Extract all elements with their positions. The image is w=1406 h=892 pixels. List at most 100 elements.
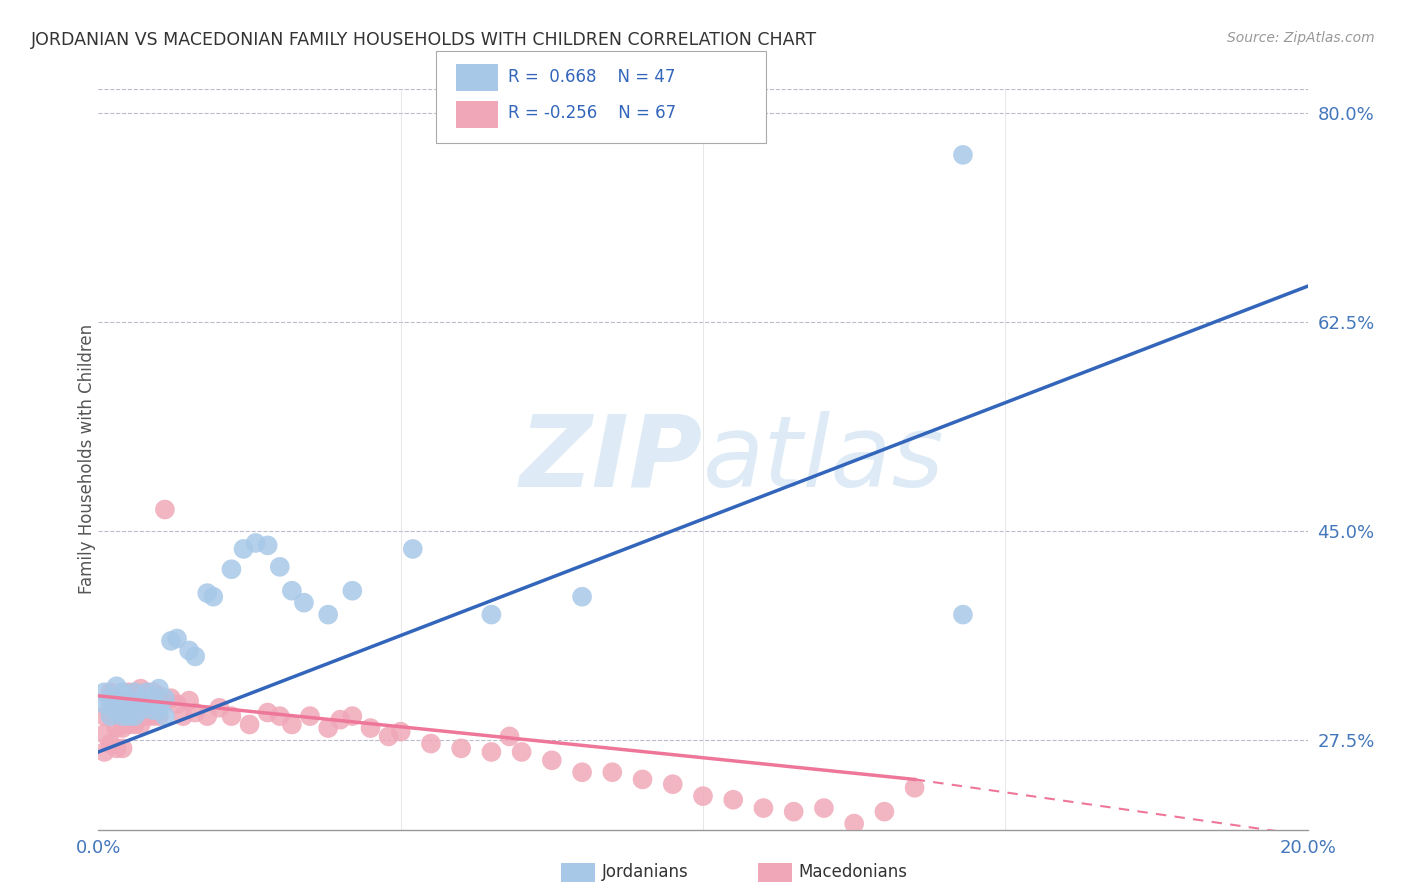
Point (142, 709, 165, 723)
Point (481, 745, 503, 759)
Point (232, 541, 254, 556)
Point (329, 713, 352, 727)
Point (153, 709, 176, 723)
Point (952, 607, 974, 622)
Point (498, 730, 520, 744)
Point (111, 721, 134, 735)
Point (179, 693, 201, 707)
Point (148, 681, 170, 696)
Point (202, 590, 225, 604)
Point (93, 727, 115, 741)
Point (153, 691, 176, 706)
Point (813, 801, 835, 815)
Point (184, 649, 207, 664)
Point (602, 765, 624, 780)
Point (118, 685, 141, 699)
Point (105, 691, 128, 706)
Point (571, 765, 593, 780)
Point (904, 780, 927, 795)
Point (844, 816, 866, 830)
Point (342, 583, 364, 598)
Text: R = -0.256    N = 67: R = -0.256 N = 67 (508, 104, 676, 122)
Point (118, 693, 141, 707)
Point (148, 703, 170, 717)
Point (135, 697, 157, 711)
Point (179, 643, 201, 657)
Point (100, 685, 122, 699)
Point (111, 709, 134, 723)
Point (316, 721, 339, 735)
Text: ZIP: ZIP (520, 411, 703, 508)
Point (142, 689, 165, 703)
Point (129, 703, 152, 717)
Text: JORDANIAN VS MACEDONIAN FAMILY HOUSEHOLDS WITH CHILDREN CORRELATION CHART: JORDANIAN VS MACEDONIAN FAMILY HOUSEHOLD… (31, 31, 817, 49)
Point (111, 691, 134, 706)
Point (93, 745, 115, 759)
Point (952, 148, 974, 162)
Point (377, 730, 399, 744)
Point (124, 697, 146, 711)
Text: Macedonians: Macedonians (799, 863, 908, 881)
Point (105, 679, 128, 693)
Point (148, 709, 170, 723)
Point (292, 596, 315, 610)
Point (360, 721, 382, 735)
Point (723, 793, 745, 807)
Point (316, 607, 339, 622)
Point (420, 737, 443, 751)
Point (100, 709, 122, 723)
Point (111, 706, 134, 720)
Point (142, 685, 165, 699)
Point (142, 703, 165, 717)
Point (93, 685, 115, 699)
Text: Jordanians: Jordanians (602, 863, 689, 881)
Point (93, 709, 115, 723)
Point (389, 724, 412, 739)
Point (692, 789, 714, 804)
Point (299, 709, 322, 723)
Point (135, 685, 157, 699)
Point (124, 700, 146, 714)
Point (135, 685, 157, 699)
Point (281, 717, 304, 731)
Point (752, 801, 775, 815)
Point (256, 538, 278, 552)
Point (571, 590, 593, 604)
Y-axis label: Family Households with Children: Family Households with Children (79, 325, 96, 594)
Point (540, 753, 562, 767)
Text: R =  0.668    N = 47: R = 0.668 N = 47 (508, 68, 675, 86)
Point (166, 632, 188, 646)
Point (783, 805, 806, 819)
Point (124, 709, 146, 723)
Point (111, 685, 134, 699)
Point (195, 586, 218, 600)
Point (342, 709, 364, 723)
Point (661, 777, 683, 791)
Point (124, 685, 146, 699)
Point (510, 745, 533, 759)
Point (148, 689, 170, 703)
Point (118, 700, 141, 714)
Point (221, 709, 243, 723)
Point (118, 703, 141, 717)
Point (256, 706, 278, 720)
Point (269, 709, 291, 723)
Point (93, 697, 115, 711)
Point (129, 681, 152, 696)
Point (160, 691, 183, 706)
Point (269, 559, 291, 574)
Point (239, 717, 262, 731)
Point (105, 693, 128, 707)
Point (281, 583, 304, 598)
Point (105, 741, 128, 756)
Point (135, 709, 157, 723)
Point (105, 706, 128, 720)
Point (221, 562, 243, 576)
Text: atlas: atlas (703, 411, 945, 508)
Point (100, 706, 122, 720)
Point (100, 691, 122, 706)
Point (160, 633, 183, 648)
Point (124, 685, 146, 699)
Point (195, 709, 218, 723)
Point (153, 502, 176, 516)
